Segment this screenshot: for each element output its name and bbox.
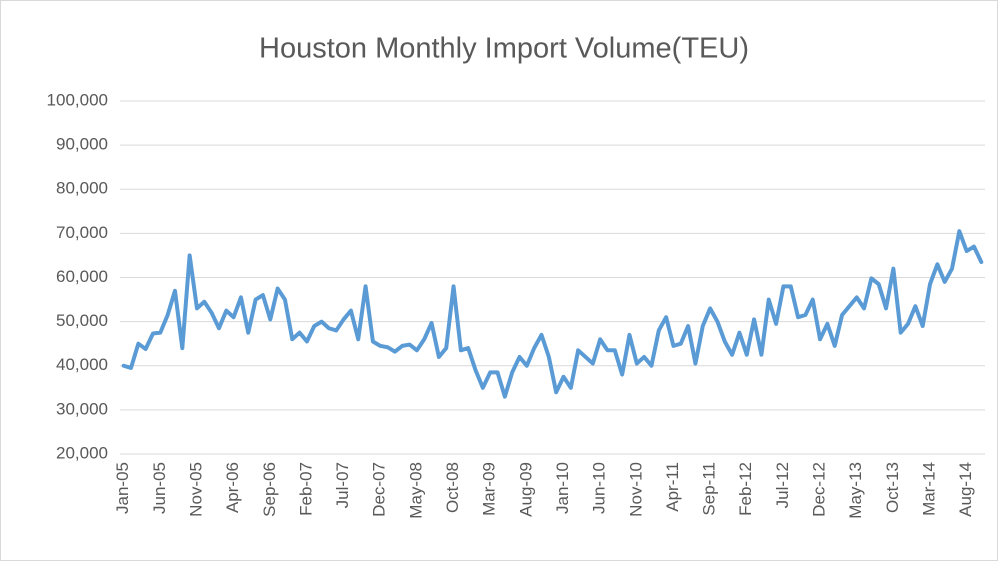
y-tick-label: 20,000 [56, 443, 108, 462]
x-tick-label: May-08 [406, 462, 425, 519]
x-tick-label: Jul-07 [333, 462, 352, 508]
x-tick-label: Jun-10 [590, 462, 609, 514]
x-tick-label: May-13 [846, 462, 865, 519]
y-tick-label: 100,000 [47, 90, 108, 109]
x-tick-label: Mar-14 [920, 462, 939, 516]
data-line [121, 229, 984, 399]
x-tick-label: Nov-10 [626, 462, 645, 517]
x-tick-label: Nov-05 [186, 462, 205, 517]
x-tick-label: Sep-11 [700, 462, 719, 516]
y-tick-label: 60,000 [56, 267, 108, 286]
x-tick-label: Jun-05 [150, 462, 169, 514]
x-tick-label: Dec-07 [370, 462, 389, 517]
x-tick-label: Feb-12 [736, 462, 755, 516]
x-tick-label: Sep-06 [260, 462, 279, 517]
x-tick-label: Oct-08 [443, 462, 462, 513]
x-tick-label: Feb-07 [296, 462, 315, 516]
x-tick-label: Oct-13 [883, 462, 902, 513]
x-tick-label: Jul-12 [773, 462, 792, 508]
y-tick-label: 40,000 [56, 355, 108, 374]
x-tick-label: Apr-06 [223, 462, 242, 513]
y-tick-label: 80,000 [56, 179, 108, 198]
y-tick-label: 30,000 [56, 399, 108, 418]
x-tick-label: Aug-14 [956, 462, 975, 517]
x-tick-label: Dec-12 [810, 462, 829, 517]
x-tick-label: Mar-09 [480, 462, 499, 516]
x-tick-label: Apr-11 [663, 462, 682, 512]
x-tick-label: Jan-10 [553, 462, 572, 514]
chart-title: Houston Monthly Import Volume(TEU) [259, 33, 749, 65]
y-tick-label: 90,000 [56, 135, 108, 154]
y-tick-label: 70,000 [56, 223, 108, 242]
x-tick-label: Aug-09 [516, 462, 535, 517]
y-tick-label: 50,000 [56, 311, 108, 330]
x-tick-label: Jan-05 [113, 462, 132, 514]
